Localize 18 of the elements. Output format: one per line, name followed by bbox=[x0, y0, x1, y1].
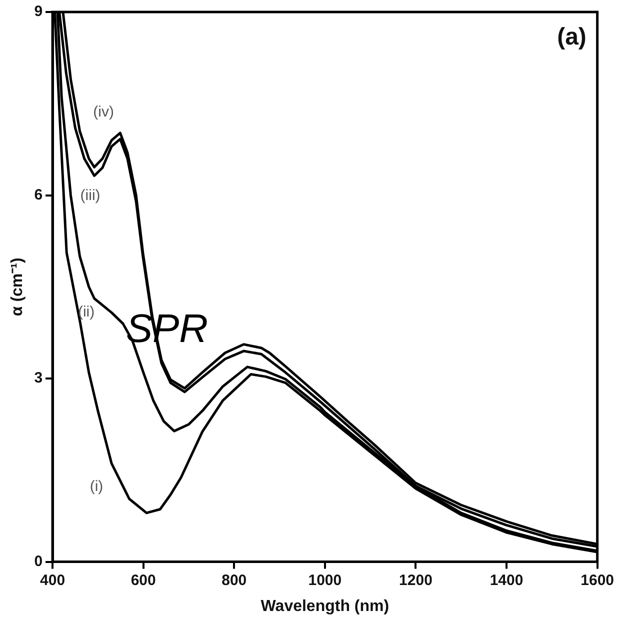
x-tick-label: 1600 bbox=[580, 572, 614, 589]
x-tick-label: 400 bbox=[40, 572, 66, 589]
y-tick-label: 9 bbox=[34, 3, 43, 20]
y-tick-label: 0 bbox=[34, 552, 43, 570]
y-tick-label: 6 bbox=[34, 186, 43, 204]
x-tick-label: 1200 bbox=[399, 572, 432, 589]
x-tick-label: 1000 bbox=[308, 572, 342, 589]
annotation: (a) bbox=[557, 23, 586, 50]
y-tick-label: 3 bbox=[34, 370, 43, 387]
y-axis-title: α (cm⁻¹) bbox=[9, 258, 26, 316]
series-label: (iii) bbox=[80, 186, 100, 204]
x-tick-label: 800 bbox=[222, 572, 247, 589]
x-tick-label: 600 bbox=[130, 572, 156, 589]
x-tick-label: 1400 bbox=[490, 572, 524, 589]
series-label: (i) bbox=[90, 478, 104, 496]
series-label: (ii) bbox=[78, 304, 95, 321]
x-axis-title: Wavelength (nm) bbox=[260, 598, 390, 615]
series-label: (iv) bbox=[93, 103, 114, 120]
